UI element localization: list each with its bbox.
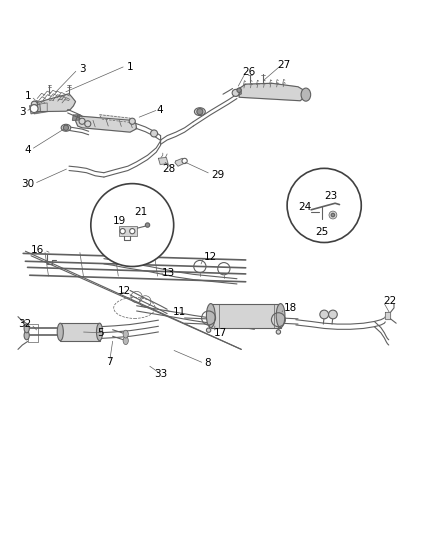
Text: 24: 24 — [297, 202, 311, 212]
Ellipse shape — [24, 324, 29, 333]
Ellipse shape — [206, 304, 215, 328]
Circle shape — [276, 330, 280, 334]
Polygon shape — [72, 115, 80, 120]
Text: 4: 4 — [25, 144, 31, 155]
Text: 32: 32 — [18, 319, 31, 329]
Circle shape — [31, 101, 37, 107]
Text: 8: 8 — [204, 358, 210, 368]
Text: 1: 1 — [25, 91, 31, 101]
Polygon shape — [239, 83, 306, 101]
Circle shape — [319, 310, 328, 319]
Circle shape — [328, 310, 336, 319]
Text: 12: 12 — [118, 286, 131, 296]
Circle shape — [85, 121, 91, 127]
Circle shape — [63, 125, 68, 131]
Circle shape — [30, 104, 38, 112]
Circle shape — [129, 229, 134, 234]
Text: 3: 3 — [78, 64, 85, 74]
Text: 25: 25 — [315, 227, 328, 237]
Text: 22: 22 — [382, 296, 396, 306]
Ellipse shape — [96, 323, 102, 341]
Polygon shape — [234, 87, 241, 96]
Polygon shape — [30, 104, 41, 114]
Text: 13: 13 — [162, 268, 175, 278]
Circle shape — [196, 109, 202, 115]
Text: 11: 11 — [172, 308, 185, 317]
Circle shape — [286, 168, 360, 243]
Polygon shape — [385, 312, 390, 319]
Text: 17: 17 — [214, 328, 227, 338]
Text: 21: 21 — [134, 207, 147, 217]
Text: 16: 16 — [31, 245, 44, 255]
Bar — [119, 227, 137, 236]
Bar — [210, 304, 280, 328]
Circle shape — [206, 328, 210, 333]
Text: 1: 1 — [127, 62, 133, 72]
Ellipse shape — [123, 337, 128, 344]
Text: 4: 4 — [156, 106, 162, 115]
Circle shape — [145, 223, 149, 227]
Circle shape — [237, 88, 241, 92]
Polygon shape — [175, 158, 184, 166]
Circle shape — [328, 211, 336, 219]
Text: 5: 5 — [97, 328, 104, 338]
Polygon shape — [99, 115, 131, 123]
Circle shape — [120, 229, 125, 234]
Text: 23: 23 — [323, 191, 337, 201]
Circle shape — [232, 90, 239, 96]
Text: 18: 18 — [283, 303, 297, 313]
Polygon shape — [34, 103, 47, 114]
Text: 33: 33 — [154, 369, 167, 379]
Ellipse shape — [194, 108, 205, 116]
Polygon shape — [158, 157, 168, 164]
Circle shape — [31, 104, 37, 111]
Ellipse shape — [61, 124, 71, 131]
Polygon shape — [75, 116, 136, 132]
Ellipse shape — [57, 323, 63, 341]
Text: 19: 19 — [113, 216, 126, 225]
Ellipse shape — [300, 88, 310, 101]
Ellipse shape — [24, 331, 29, 340]
Text: 29: 29 — [210, 170, 223, 180]
Text: 7: 7 — [106, 357, 113, 367]
Circle shape — [79, 118, 85, 124]
Polygon shape — [35, 94, 75, 111]
Circle shape — [129, 118, 135, 124]
Text: 30: 30 — [21, 179, 34, 189]
Bar — [60, 323, 99, 341]
Circle shape — [330, 213, 334, 217]
Ellipse shape — [276, 304, 284, 328]
Polygon shape — [33, 101, 37, 111]
Text: 27: 27 — [277, 60, 290, 70]
Text: 12: 12 — [204, 252, 217, 262]
Circle shape — [91, 183, 173, 266]
Circle shape — [150, 130, 157, 137]
Text: 26: 26 — [242, 67, 255, 77]
Text: 28: 28 — [162, 164, 176, 174]
Circle shape — [182, 158, 187, 164]
Ellipse shape — [123, 330, 128, 338]
Text: 3: 3 — [19, 107, 25, 117]
